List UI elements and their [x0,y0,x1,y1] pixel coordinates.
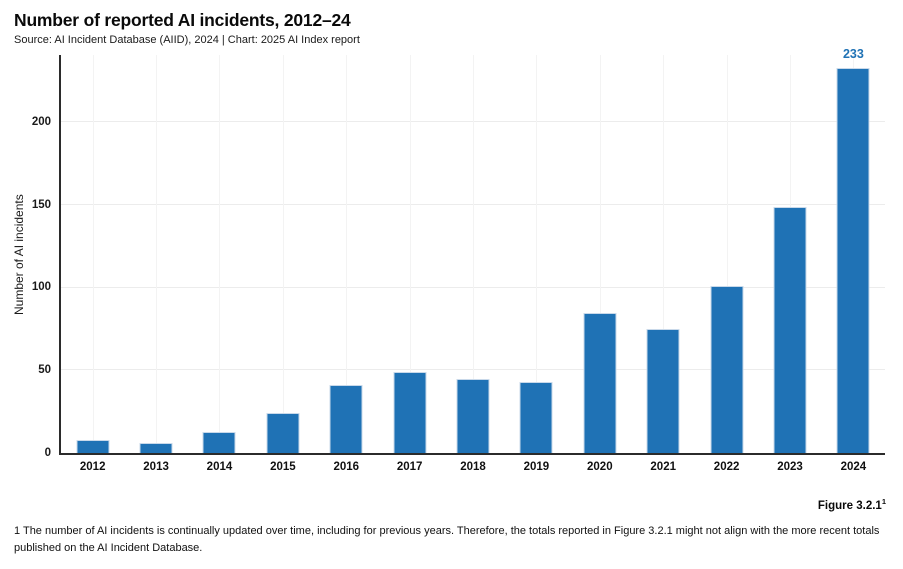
bar-columns: 2012 2013 2014 2015 2016 2017 2018 2019 2020 2021… [61,48,885,473]
year-column-2022: 2022 [695,55,758,473]
vertical-gridline [156,55,158,453]
chart-source-subtitle: Source: AI Incident Database (AIID), 202… [14,34,360,46]
year-column-2015: 2015 [251,55,314,473]
y-axis-title: Number of AI incidents [12,194,26,316]
year-column-2021: 2021 [632,55,695,473]
vertical-gridline [409,55,411,453]
bar-2021 [646,329,680,453]
y-tick-150: 150 [31,198,51,211]
vertical-gridline [536,55,538,453]
year-column-2018: 2018 [441,55,504,473]
x-tick-2017: 2017 [396,461,423,473]
figure-number-text: Figure 3.2.1 [817,499,882,512]
vertical-gridline [346,55,348,453]
bar-value-label-2024: 233 [842,47,864,62]
x-tick-2024: 2024 [840,461,867,473]
vertical-gridline [473,55,475,453]
bar-2018 [456,378,490,453]
footnote-text: 1 The number of AI incidents is continua… [14,525,880,554]
x-tick-2022: 2022 [713,461,740,473]
gridline-200 [61,121,885,123]
bar-2012 [76,439,110,453]
bar-chart-plot-area: 0 50 100 150 200 2012 2013 2014 2015 2016 2017 201… [32,48,885,473]
x-tick-2019: 2019 [523,461,550,473]
year-column-2016: 2016 [315,55,378,473]
bar-2013 [139,443,173,453]
figure-number-label: Figure 3.2.11 [818,497,886,512]
y-tick-200: 200 [31,115,51,128]
x-tick-2023: 2023 [777,461,803,473]
y-tick-50: 50 [38,363,51,376]
bar-2019 [519,381,553,453]
year-column-2013: 2013 [124,55,187,473]
x-tick-2021: 2021 [650,461,676,473]
year-column-2020: 2020 [568,55,631,473]
vertical-gridline [663,55,665,453]
vertical-gridline [599,55,601,453]
year-column-2017: 2017 [378,55,441,473]
gridline-150 [61,204,885,206]
x-tick-2016: 2016 [333,461,360,473]
year-column-2012: 2012 [61,55,124,473]
year-column-2019: 2019 [505,55,568,473]
gridline-50 [61,369,885,371]
x-tick-2018: 2018 [460,461,486,473]
vertical-gridline [92,55,94,453]
bar-2016 [329,385,363,453]
vertical-gridline [219,55,221,453]
bar-2015 [266,413,300,453]
vertical-gridline [282,55,284,453]
x-tick-2020: 2020 [587,461,613,473]
x-tick-2013: 2013 [143,461,169,473]
bar-2022 [710,286,744,453]
bar-2017 [393,372,427,453]
bar-2020 [583,312,617,453]
chart-title: Number of reported AI incidents, 2012–24 [14,10,351,30]
x-tick-2015: 2015 [270,461,296,473]
year-column-2024: 233 2024 [822,48,885,473]
vertical-gridline [726,55,728,453]
gridline-100 [61,286,885,288]
x-tick-2012: 2012 [79,461,106,473]
x-tick-2014: 2014 [206,461,233,473]
bar-2024 [836,67,870,453]
year-column-2014: 2014 [188,55,251,473]
figure-number-superscript: 1 [881,497,886,506]
bar-2023 [773,206,807,453]
bar-2014 [202,431,236,453]
y-tick-0: 0 [44,446,51,459]
y-tick-100: 100 [31,280,51,293]
year-column-2023: 2023 [758,55,821,473]
